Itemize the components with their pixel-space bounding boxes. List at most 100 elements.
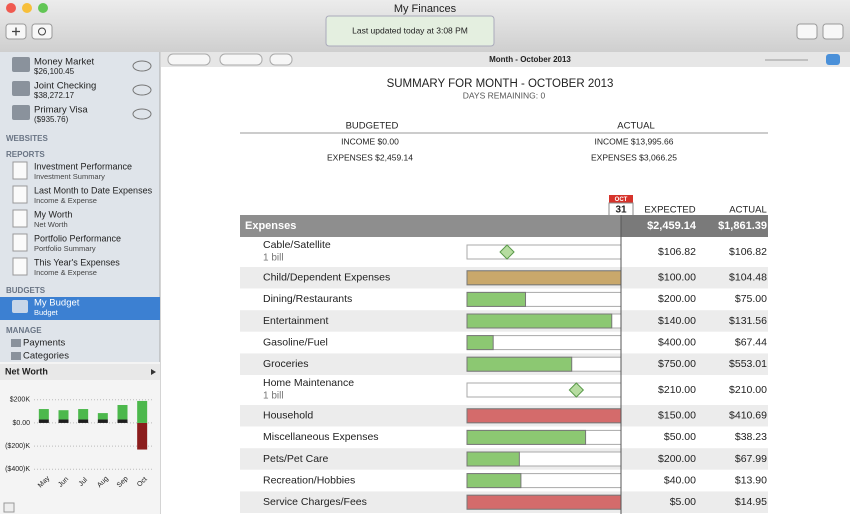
expected-amount: $400.00 [658, 336, 696, 348]
share-button[interactable] [822, 23, 844, 40]
report-name: Portfolio Performance [34, 233, 121, 243]
group-actual: $1,861.39 [718, 220, 767, 232]
report-icon[interactable] [12, 257, 28, 276]
progress-fill [466, 429, 587, 445]
cloud-icon[interactable] [132, 108, 152, 120]
actual-amount: $106.82 [729, 246, 767, 258]
calendar-day: 31 [615, 205, 627, 216]
cloud-icon[interactable] [132, 84, 152, 96]
progress-fill [466, 313, 613, 329]
bar-segment [78, 419, 89, 423]
bar-segment [38, 409, 49, 420]
settings-button[interactable] [269, 53, 293, 66]
progress-fill [466, 291, 527, 307]
expected-amount: $200.00 [658, 453, 696, 465]
budget-name: My Budget [34, 298, 80, 309]
account-balance: $26,100.45 [34, 67, 75, 76]
budget-icon [12, 300, 28, 313]
report-icon[interactable] [12, 233, 28, 252]
net-worth-header [0, 364, 160, 380]
bar-segment [78, 409, 89, 420]
bar-segment [117, 419, 128, 423]
actual-amount: $38.23 [735, 431, 767, 443]
category-name: Dining/Restaurants [263, 293, 352, 305]
report-subtitle: Income & Expense [34, 196, 97, 205]
minimize-button[interactable] [22, 3, 32, 13]
section-label: WEBSITES [6, 134, 48, 143]
bill-marker[interactable] [568, 382, 585, 398]
report-icon[interactable] [12, 185, 28, 204]
expected-amount: $200.00 [658, 293, 696, 305]
account-name: Joint Checking [34, 81, 96, 92]
report-subtitle: Income & Expense [34, 268, 97, 277]
expected-amount: $40.00 [664, 474, 696, 486]
bar-segment [137, 422, 148, 450]
bar-segment [58, 410, 69, 420]
account-name: Money Market [34, 57, 95, 68]
expected-column-header: EXPECTED [644, 205, 695, 216]
panel-toggle[interactable] [3, 502, 15, 513]
calendar-top [609, 195, 633, 203]
sub-toolbar [161, 52, 850, 67]
view-buttons[interactable] [219, 53, 263, 66]
actual-amount: $75.00 [735, 293, 767, 305]
account-name: Primary Visa [34, 105, 88, 116]
actual-column-header: ACTUAL [729, 205, 766, 216]
days-remaining: DAYS REMAINING: 0 [463, 90, 546, 100]
net-worth-title: Net Worth [5, 366, 48, 376]
close-button[interactable] [6, 3, 16, 13]
progress-fill [466, 494, 622, 510]
manage-icon [11, 352, 21, 360]
period-selector[interactable]: Month - October 2013 [489, 55, 571, 64]
category-name: Pets/Pet Care [263, 453, 329, 465]
account-icon [12, 105, 30, 120]
section-label: REPORTS [6, 150, 45, 159]
bar-segment [117, 404, 128, 420]
report-name: My Worth [34, 209, 72, 219]
nav-buttons[interactable] [167, 53, 211, 66]
budgeted-header: BUDGETED [346, 121, 399, 132]
expected-amount: $106.82 [658, 246, 696, 258]
actual-amount: $13.90 [735, 474, 767, 486]
progress-fill [466, 408, 622, 424]
report-icon[interactable] [12, 209, 28, 228]
expected-amount: $210.00 [658, 384, 696, 396]
actual-income: INCOME $13,995.66 [595, 136, 674, 146]
y-tick-label: $0.00 [12, 420, 30, 427]
budget-rows: Cable/Satellite 1 bill $106.82 $106.82 Child… [240, 237, 768, 513]
report-icon[interactable] [12, 161, 28, 180]
category-name: Groceries [263, 358, 309, 370]
budgeted-income: INCOME $0.00 [341, 136, 399, 146]
refresh-button[interactable] [31, 23, 53, 40]
actual-amount: $553.01 [729, 358, 767, 370]
expected-amount: $5.00 [670, 496, 696, 508]
progress-fill [466, 270, 622, 286]
bar-segment [58, 419, 69, 423]
expand-arrow[interactable] [151, 369, 156, 375]
manage-item: Categories [23, 351, 69, 362]
zoom-button[interactable] [38, 3, 48, 13]
account-balance: $38,272.17 [34, 91, 75, 100]
actual-header: ACTUAL [617, 121, 654, 132]
category-name: Child/Dependent Expenses [263, 272, 390, 284]
fullscreen-button[interactable] [826, 54, 840, 65]
bar-segment [38, 419, 49, 423]
selected-row[interactable] [0, 297, 160, 320]
actual-amount: $67.99 [735, 453, 767, 465]
progress-fill [466, 473, 522, 489]
status-text: Last updated today at 3:08 PM [352, 25, 468, 35]
bill-count: 1 bill [263, 391, 284, 402]
bill-marker[interactable] [499, 244, 515, 260]
group-totals-bg [621, 215, 768, 237]
section-label: BUDGETS [6, 286, 46, 295]
category-name: Recreation/Hobbies [263, 474, 355, 486]
expected-amount: $750.00 [658, 358, 696, 370]
export-button[interactable] [796, 23, 818, 40]
refresh-icon [38, 27, 46, 36]
report-subtitle: Net Worth [34, 220, 68, 229]
cloud-icon[interactable] [132, 60, 152, 72]
actual-amount: $67.44 [735, 336, 767, 348]
report-title: SUMMARY FOR MONTH - OCTOBER 2013 [387, 78, 614, 90]
report-name: Investment Performance [34, 161, 132, 171]
